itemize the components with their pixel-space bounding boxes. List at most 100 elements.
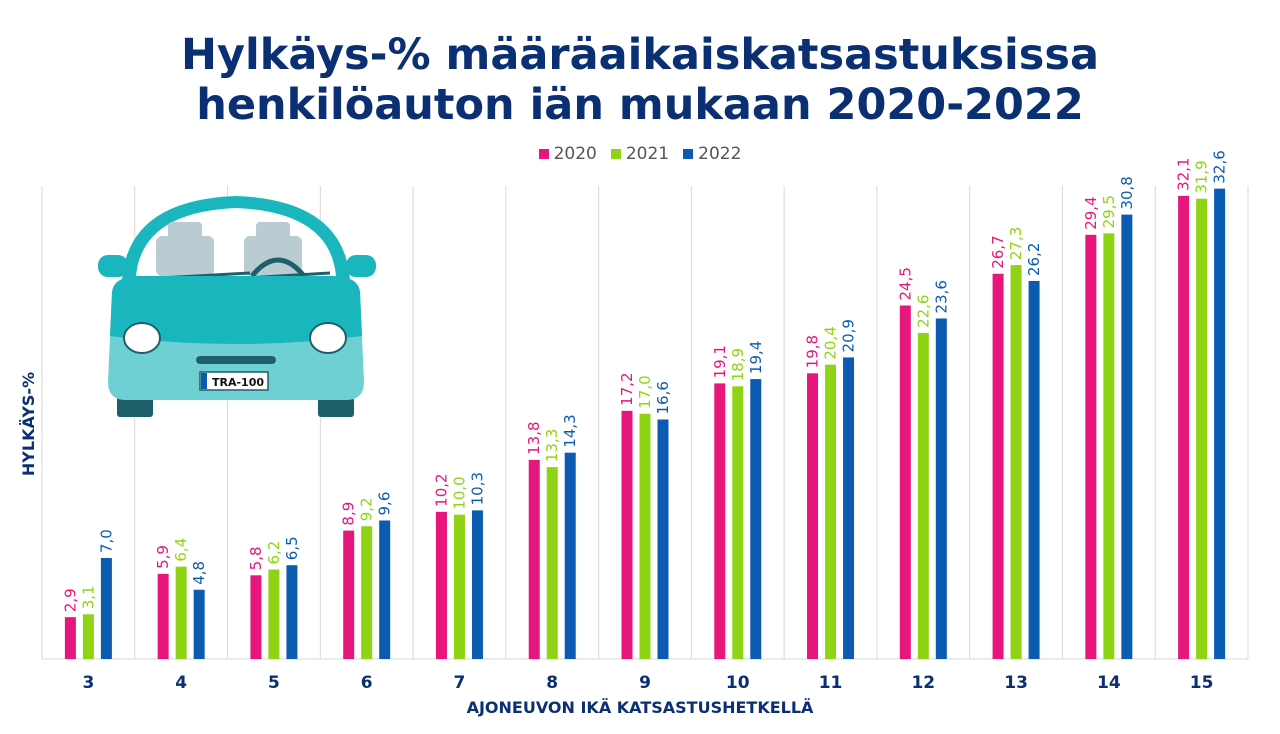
value-label-2020-12: 24,5 [896,267,914,300]
bar-2021-12 [917,332,929,659]
value-label-2021-15: 31,9 [1193,160,1211,193]
x-tick-label-15: 15 [1190,673,1214,693]
bar-2022-3 [100,558,112,659]
license-plate-eu-band [201,373,207,389]
x-tick-labels: 3 4 5 6 7 8 9 10 11 12 13 14 15 [82,673,1213,693]
license-plate-text: TRA-100 [212,376,264,389]
value-label-2021-4: 6,4 [172,538,190,562]
car-wheel-left [117,395,153,417]
x-tick-label-10: 10 [726,673,750,693]
car-illustration: TRA-100 [98,196,376,417]
x-tick-label-11: 11 [819,673,843,693]
legend-item-2020: 2020 [538,144,597,164]
value-label-2020-13: 26,7 [989,235,1007,268]
x-tick-label-8: 8 [546,673,558,693]
bar-2021-15 [1196,198,1208,659]
license-plate [199,371,269,391]
bar-2022-13 [1028,280,1040,659]
bar-2021-7 [453,514,465,659]
y-axis-title: HYLKÄYS-% [19,372,38,476]
value-label-2022-6: 9,6 [376,492,394,516]
bar-2022-10 [750,379,762,659]
bar-2021-10 [732,386,744,659]
bar-2022-14 [1121,214,1133,659]
bar-2021-13 [1010,265,1022,659]
bar-2021-6 [361,526,373,659]
value-label-2020-6: 8,9 [340,502,358,526]
bar-2020-15 [1178,195,1190,660]
bar-2020-12 [899,305,911,659]
x-tick-label-7: 7 [454,673,466,693]
bar-2022-12 [935,318,947,659]
car-mirror-left [98,255,128,277]
value-label-2022-10: 19,4 [747,341,765,374]
value-label-2022-13: 26,2 [1025,243,1043,276]
bar-2021-14 [1103,233,1115,659]
x-tick-label-6: 6 [361,673,373,693]
chart-title-line-2: henkilöauton iän mukaan 2020-2022 [196,80,1084,130]
bar-2020-5 [250,575,262,659]
value-label-2020-7: 10,2 [432,473,450,506]
value-label-2020-15: 32,1 [1175,157,1193,190]
value-label-2021-13: 27,3 [1007,227,1025,260]
bar-2021-8 [546,467,558,659]
legend-swatch-2021 [610,149,621,159]
bar-2022-9 [657,419,669,659]
car-hood [110,276,362,344]
bar-2022-5 [286,565,298,659]
car-headrest-right [256,222,290,240]
value-label-2022-12: 23,6 [932,280,950,313]
value-label-2020-4: 5,9 [154,545,172,569]
bars-layer [64,188,1226,660]
chart-title-line-1: Hylkäys-% määräaikaiskatsastuksissa [180,30,1099,80]
legend-label-2021: 2021 [625,144,670,164]
bar-2020-13 [992,273,1004,659]
value-label-2021-11: 20,4 [822,326,840,359]
bar-2020-8 [528,459,540,659]
bar-2022-7 [471,510,483,659]
x-tick-label-4: 4 [175,673,187,693]
value-label-2022-7: 10,3 [468,472,486,505]
value-label-2021-3: 3,1 [79,585,97,609]
chart-legend: 2020 2021 2022 [0,144,1280,164]
value-label-2021-9: 17,0 [636,375,654,408]
value-label-2021-7: 10,0 [450,476,468,509]
value-label-2020-5: 5,8 [247,546,265,570]
value-label-2022-3: 7,0 [97,529,115,553]
value-label-2020-3: 2,9 [61,588,79,612]
legend-label-2022: 2022 [698,144,742,164]
x-tick-label-14: 14 [1097,673,1121,693]
legend-item-2021: 2021 [610,144,670,164]
bar-2021-5 [268,569,280,659]
value-label-2021-12: 22,6 [914,295,932,328]
value-label-2022-14: 30,8 [1118,176,1136,209]
bar-2022-15 [1214,188,1226,659]
car-grille [196,356,276,364]
car-steering-wheel [250,257,306,278]
bar-2020-9 [621,410,633,659]
x-tick-label-12: 12 [911,673,935,693]
value-label-2021-14: 29,5 [1100,195,1118,228]
value-label-2022-5: 6,5 [283,536,301,560]
value-label-2020-11: 19,8 [804,335,822,368]
bar-2021-9 [639,413,651,659]
value-label-2021-10: 18,9 [729,348,747,381]
value-label-2020-8: 13,8 [525,421,543,454]
value-label-2021-5: 6,2 [265,541,283,565]
value-label-2020-9: 17,2 [618,372,636,405]
value-label-2022-15: 32,6 [1211,150,1229,183]
bar-2022-11 [843,357,855,659]
legend-swatch-2022 [683,149,694,159]
car-headrest-left [168,222,202,240]
car-mirror-right [346,255,376,277]
car-headlight-left [123,322,161,354]
car-seat-left [156,236,214,276]
bar-2021-3 [82,614,94,659]
bar-2022-8 [564,452,576,659]
value-label-2021-8: 13,3 [543,429,561,462]
bar-2020-3 [64,617,76,659]
value-labels-layer: 2,9 3,1 7,0 5,9 6,44,8 5,8 6,2 6,5 8,9 9,2 9,6 10,2… [61,150,1228,612]
value-label-2020-10: 19,1 [711,345,729,378]
